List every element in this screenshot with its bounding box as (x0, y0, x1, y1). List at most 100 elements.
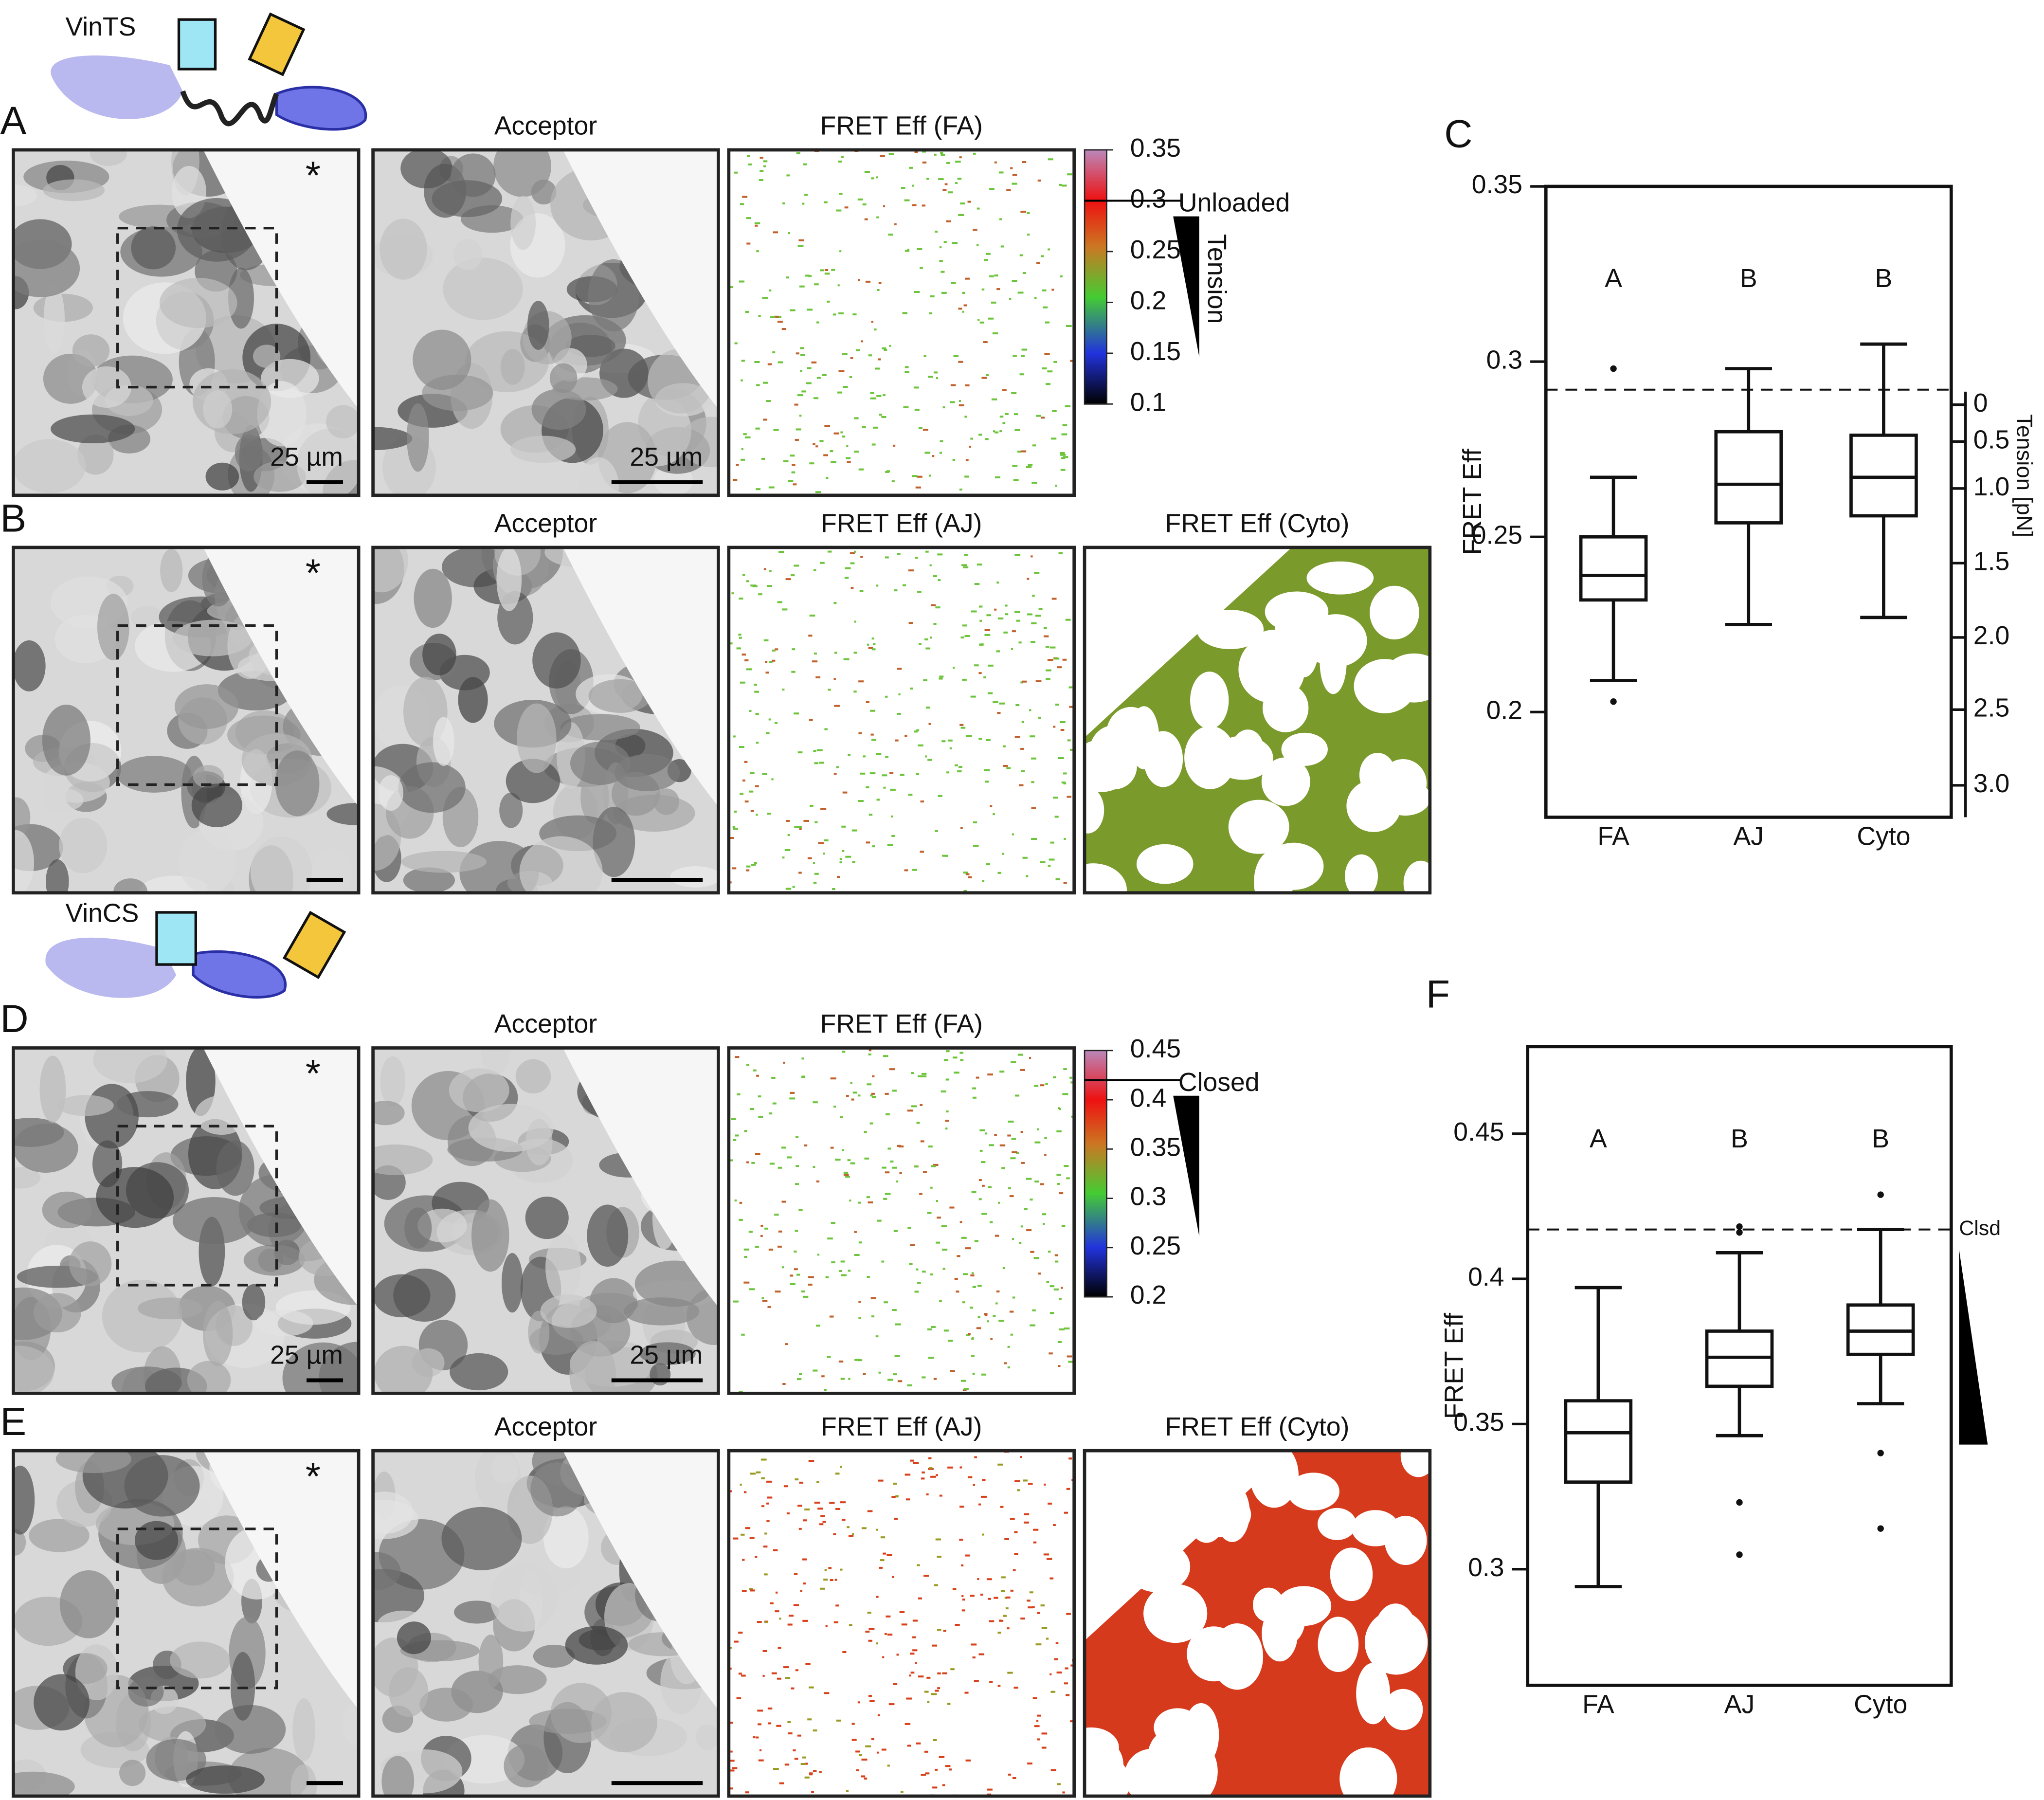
panel-letter: C (1444, 112, 1472, 156)
signal (1059, 1328, 1065, 1330)
signal (920, 800, 924, 803)
colorbar-tick-label: 0.45 (1130, 1035, 1181, 1063)
signal (800, 1763, 806, 1765)
signal (835, 1604, 839, 1607)
cell (191, 783, 242, 827)
nucleus-void (1317, 1508, 1357, 1540)
cell (587, 1204, 629, 1267)
signal (894, 223, 897, 225)
signal (885, 1092, 889, 1095)
signal (1031, 757, 1036, 760)
signal (827, 1237, 833, 1240)
signal (985, 1132, 988, 1135)
cell (297, 429, 359, 495)
signal (852, 313, 857, 316)
signal (794, 1268, 798, 1271)
signal (742, 779, 745, 782)
signal (925, 1772, 930, 1775)
signal (1048, 1502, 1052, 1505)
signal (889, 1068, 895, 1071)
signal (839, 250, 842, 253)
signal (864, 1157, 869, 1160)
signal (1041, 417, 1045, 419)
cell (85, 1084, 139, 1149)
cell (13, 1465, 35, 1535)
signal (764, 1621, 768, 1623)
cell (160, 548, 183, 592)
signal (778, 1166, 782, 1169)
signal (977, 564, 982, 566)
signal (1030, 1324, 1035, 1327)
signal (1012, 174, 1017, 176)
signal (1037, 180, 1041, 182)
signal (761, 457, 765, 460)
signal (935, 830, 938, 832)
cell (311, 848, 353, 893)
signal (1068, 686, 1073, 689)
signal (910, 687, 913, 690)
signal (993, 430, 995, 433)
signal (888, 153, 894, 155)
signal (743, 1248, 749, 1251)
signal (971, 1272, 974, 1274)
signal (1049, 858, 1055, 861)
signal (763, 165, 766, 167)
signal (1031, 555, 1033, 558)
signal (754, 222, 760, 224)
signal (835, 1473, 840, 1475)
cell (187, 1361, 231, 1394)
signal (1049, 1577, 1054, 1580)
cell (242, 1284, 266, 1321)
signal (783, 460, 789, 462)
signal (856, 1769, 859, 1772)
signal (746, 1064, 750, 1066)
signal (832, 888, 835, 891)
cell (131, 226, 176, 270)
signal (885, 556, 889, 559)
signal (763, 418, 767, 421)
signal (846, 445, 849, 448)
signal (769, 661, 773, 663)
signal (905, 1498, 910, 1501)
signal (1049, 1285, 1055, 1288)
signal (999, 416, 1004, 418)
signal (999, 1619, 1002, 1622)
signal (808, 275, 812, 277)
signal (859, 590, 864, 593)
signal (903, 406, 909, 408)
image-bg (728, 547, 1074, 893)
signal (807, 367, 812, 369)
signal (857, 198, 863, 200)
colorbar-tick-label: 0.3 (1130, 1182, 1166, 1211)
cell (29, 1519, 90, 1552)
cell (686, 1288, 719, 1345)
signal (961, 564, 967, 566)
signal (957, 1255, 960, 1257)
signal (740, 793, 744, 795)
signal (958, 361, 963, 363)
signal (775, 722, 778, 725)
signal (897, 668, 902, 670)
panel-letter: D (0, 997, 29, 1041)
signal (772, 1102, 777, 1105)
signal (796, 1378, 802, 1381)
panel-frame (11, 1449, 361, 1798)
cell (275, 750, 320, 817)
signal (1020, 1456, 1022, 1458)
signal (958, 214, 964, 217)
outlier (1736, 1223, 1743, 1230)
signal (755, 785, 759, 787)
signal (913, 1462, 916, 1464)
signal (941, 154, 945, 156)
signal (922, 204, 926, 207)
cell (253, 345, 281, 368)
signal (749, 710, 752, 712)
signal (883, 786, 886, 789)
signal (977, 207, 980, 210)
signal (983, 676, 986, 679)
signal (936, 1241, 940, 1244)
nucleus-void (1281, 732, 1328, 766)
signal (1069, 706, 1074, 708)
signal (753, 1069, 757, 1072)
signal (837, 284, 840, 287)
